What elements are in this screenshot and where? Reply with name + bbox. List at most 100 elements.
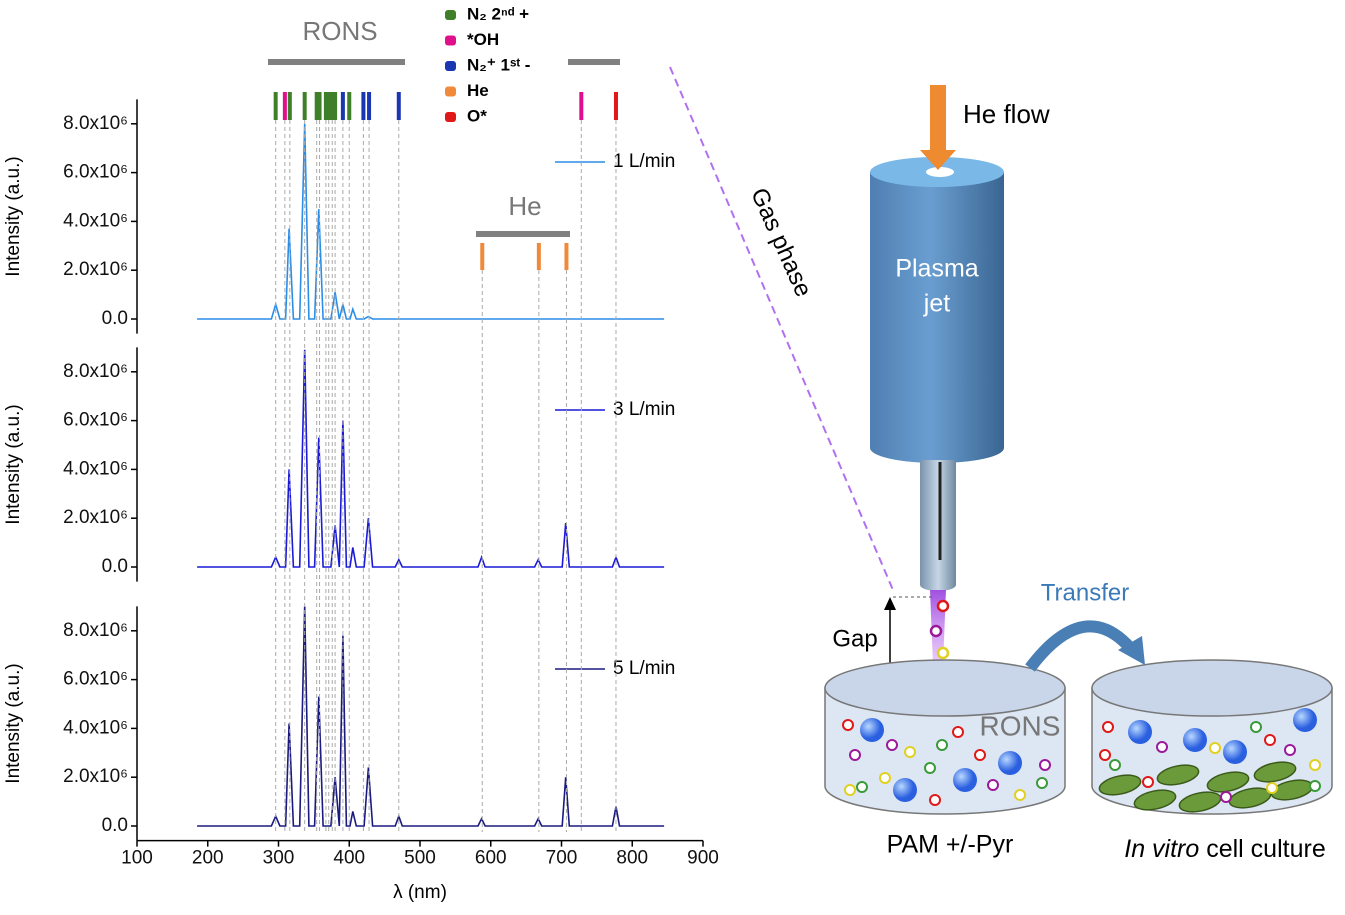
x-tick-label: 600 [475, 848, 507, 869]
inlet [926, 167, 954, 177]
gap-label: Gap [832, 625, 877, 652]
emission-marker [330, 92, 335, 120]
y-tick-label: 2.0x10⁶ [63, 766, 128, 787]
y-tick-label: 4.0x10⁶ [63, 717, 128, 738]
emission-marker [480, 243, 485, 270]
y-tick-label: 0.0 [102, 815, 128, 836]
species [1309, 780, 1321, 792]
species [929, 624, 943, 638]
y-tick-label: 2.0x10⁶ [63, 259, 128, 280]
species [1266, 782, 1278, 794]
bubble [1223, 740, 1247, 764]
y-tick-label: 4.0x10⁶ [63, 458, 128, 479]
species [1109, 759, 1121, 771]
emission-marker [287, 92, 292, 120]
bubble [1183, 728, 1207, 752]
legend-swatch [445, 86, 456, 97]
he-label: He [508, 191, 541, 221]
species [936, 739, 948, 751]
he-flow-arrow [920, 85, 956, 170]
legend-label: He [467, 81, 489, 100]
legend-label: 3 L/min [613, 399, 675, 420]
species [1036, 777, 1048, 789]
cell [1206, 771, 1250, 793]
legend-swatch [445, 61, 456, 71]
x-tick-label: 800 [616, 848, 648, 869]
dish-top [1091, 659, 1333, 717]
culture-label: In vitro cell culture [1124, 835, 1325, 863]
emission-marker [326, 92, 331, 120]
rons-label: RONS [302, 16, 377, 46]
species [1220, 791, 1232, 803]
species [1156, 741, 1168, 753]
emission-marker [302, 92, 307, 120]
spectrum-line [197, 349, 665, 568]
x-tick-label: 700 [546, 848, 578, 869]
y-tick-label: 4.0x10⁶ [63, 210, 128, 231]
x-tick-label: 500 [404, 848, 436, 869]
y-tick-label: 6.0x10⁶ [63, 162, 128, 183]
bubble [1293, 708, 1317, 732]
cell [1253, 761, 1297, 783]
bubbles [842, 708, 1321, 806]
emission-marker [536, 243, 541, 270]
species [842, 719, 854, 731]
jet-label: jet [923, 290, 950, 318]
spectrum-line [197, 123, 665, 320]
gas-phase-label: Gas phase [745, 184, 817, 301]
connector [669, 66, 894, 591]
culture-rest: cell culture [1199, 835, 1325, 863]
rons-label: RONS [980, 710, 1061, 741]
y-axis-title: Intensity (a.u.) [3, 156, 24, 276]
diagram: Gas phase He flow Plasma jet Gap RONS Tr… [669, 66, 1333, 863]
species [1250, 721, 1262, 733]
species [904, 746, 916, 758]
bubble [953, 768, 977, 792]
species [886, 739, 898, 751]
legend-label: O* [467, 106, 487, 125]
spectrum-line [197, 606, 665, 827]
emission-marker [347, 92, 352, 120]
emission-marker [361, 92, 366, 120]
x-tick-label: 900 [687, 848, 719, 869]
pam-label: PAM +/-Pyr [887, 831, 1014, 859]
legend-swatch [445, 35, 456, 46]
bubble [998, 751, 1022, 775]
y-tick-label: 6.0x10⁶ [63, 669, 128, 690]
species [1014, 789, 1026, 801]
species [1284, 744, 1296, 756]
spectra: 0.0 2.0x10⁶ 4.0x10⁶ 6.0x10⁶ 8.0x10⁶ Intensity… [3, 4, 719, 903]
species [936, 646, 950, 660]
y-tick-label: 8.0x10⁶ [63, 113, 128, 134]
species [1309, 759, 1321, 771]
emission-marker [579, 92, 584, 120]
transfer-arrow [1025, 620, 1137, 672]
species [849, 749, 861, 761]
species [924, 762, 936, 774]
y-tick-label: 2.0x10⁶ [63, 507, 128, 528]
legend-label: 1 L/min [613, 151, 675, 172]
y-tick-label: 0.0 [102, 308, 128, 329]
species [1099, 749, 1111, 761]
emission-marker [564, 243, 569, 270]
species [1102, 721, 1114, 733]
x-tick-label: 200 [192, 848, 224, 869]
species [987, 779, 999, 791]
species [1039, 759, 1051, 771]
he-flow-label: He flow [963, 99, 1050, 129]
y-axis-title: Intensity (a.u.) [3, 404, 24, 524]
emission-marker [333, 92, 338, 120]
legend-label: N₂ 2ⁿᵈ + [467, 4, 529, 23]
cell [1156, 764, 1200, 786]
species [974, 749, 986, 761]
y-tick-label: 8.0x10⁶ [63, 620, 128, 641]
emission-marker [340, 92, 345, 120]
legend-label: N₂⁺ 1ˢᵗ - [467, 55, 530, 74]
legend-swatch [445, 112, 456, 122]
transfer-label: Transfer [1041, 579, 1129, 606]
emission-marker [314, 92, 319, 120]
emission-marker [282, 92, 287, 120]
species [929, 794, 941, 806]
species [844, 784, 856, 796]
